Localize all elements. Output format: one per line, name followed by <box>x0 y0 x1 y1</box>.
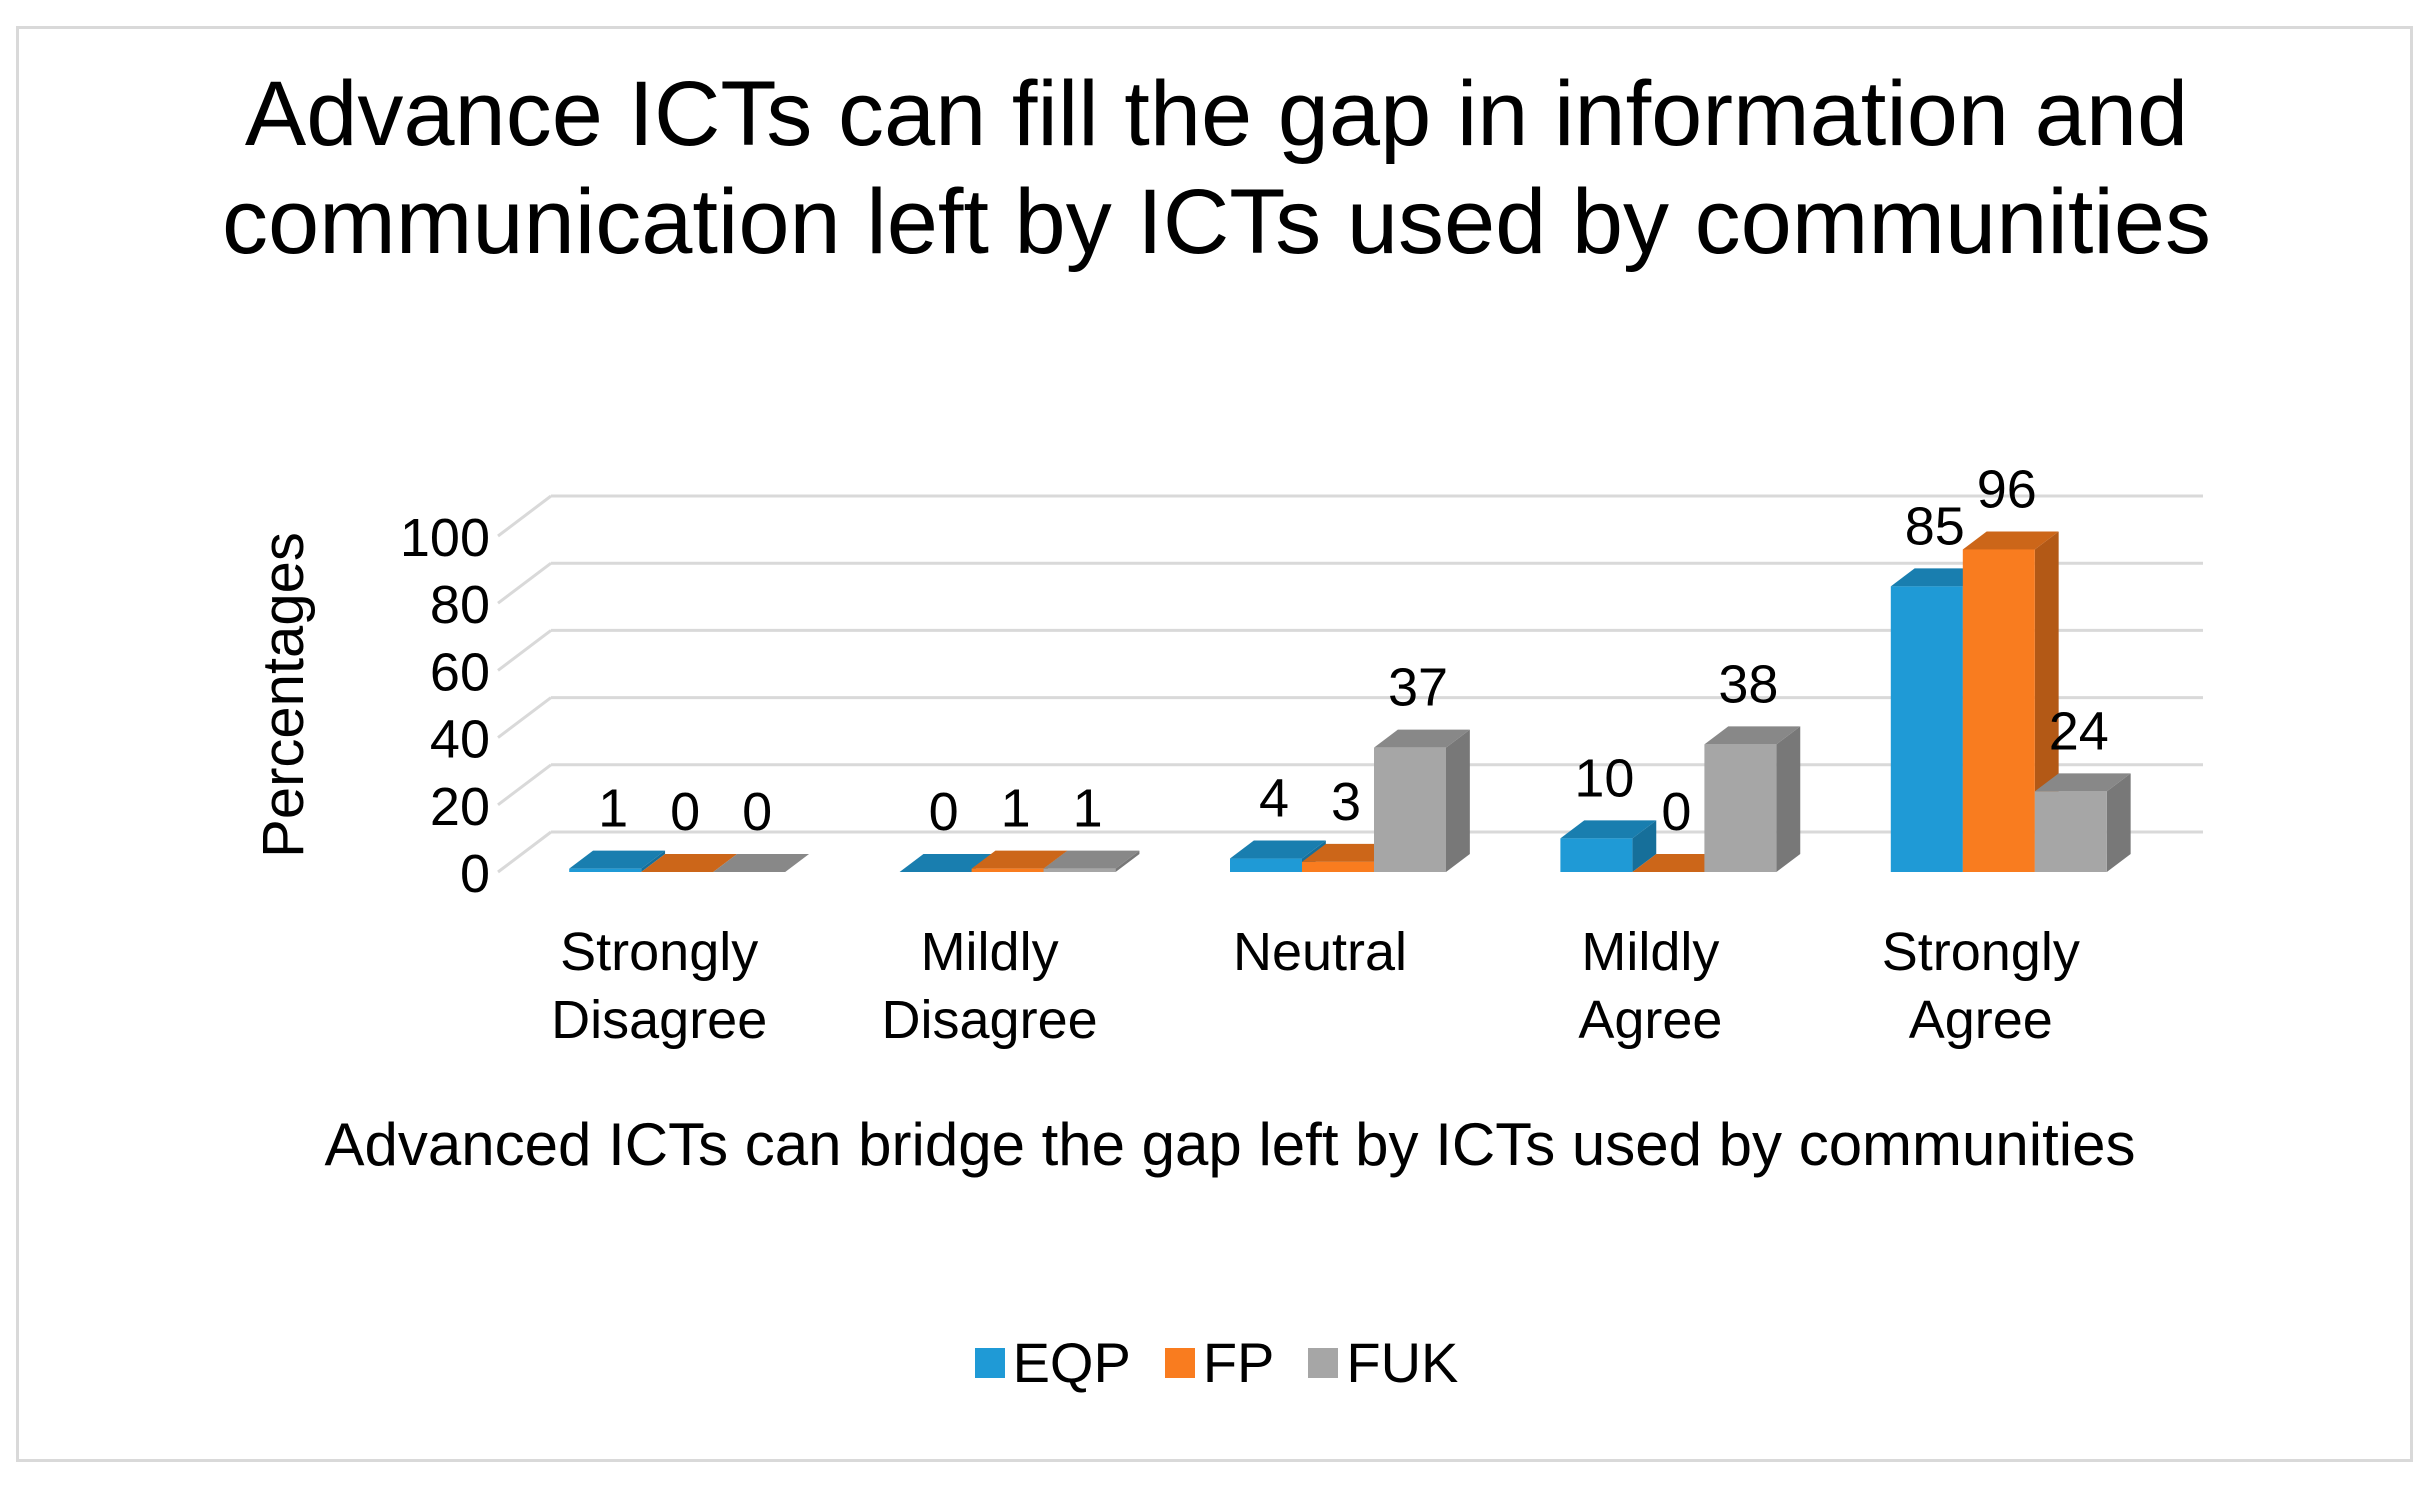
bar-top <box>971 850 1068 869</box>
gridline-depth <box>497 763 552 806</box>
data-label: 4 <box>1259 769 1289 829</box>
data-label: 1 <box>1001 779 1031 839</box>
bar-fuk <box>713 854 810 872</box>
bar-side <box>641 850 666 872</box>
bar-front <box>1962 549 2035 872</box>
bar-top <box>1890 568 1987 587</box>
gridline-depth <box>497 629 552 672</box>
legend-item-eqp: EQP <box>974 1330 1131 1395</box>
bar-top <box>1230 840 1326 859</box>
bar-eqp <box>899 854 996 872</box>
legend-item-fp: FP <box>1164 1330 1275 1395</box>
data-label: 37 <box>1388 658 1448 718</box>
bar-top <box>641 854 738 872</box>
x-tick-label: Strongly Agree <box>1882 922 2080 1050</box>
y-axis-title: Percentages <box>251 532 316 858</box>
x-tick-label: Neutral <box>1233 922 1407 982</box>
bar-front <box>1704 744 1777 872</box>
data-label: 0 <box>742 782 772 842</box>
bar-side <box>1446 729 1470 872</box>
bar-top <box>1632 854 1729 872</box>
chart-title: Advance ICTs can fill the gap in informa… <box>221 63 2211 273</box>
x-tick-label: Mildly Disagree <box>882 922 1098 1050</box>
legend-label: FP <box>1202 1331 1275 1394</box>
legend-swatch <box>1308 1347 1339 1378</box>
bar-front <box>1302 861 1374 872</box>
bar-top <box>713 854 810 872</box>
bar-front <box>2034 791 2107 872</box>
bar-eqp <box>1560 820 1657 872</box>
data-label: 1 <box>1073 779 1103 839</box>
y-tick-label: 60 <box>430 642 490 702</box>
bar-side <box>1632 820 1657 872</box>
data-label: 3 <box>1331 772 1361 832</box>
data-label: 10 <box>1574 748 1634 808</box>
y-tick-label: 40 <box>430 710 490 770</box>
gridline-depth <box>497 562 552 605</box>
x-tick-label: Mildly Agree <box>1578 922 1722 1050</box>
legend-label: EQP <box>1012 1331 1131 1394</box>
x-axis: Strongly Disagree Mildly Disagree Neutral Mil… <box>551 922 2080 1050</box>
bar-front <box>1890 586 1963 872</box>
bar-top <box>1560 820 1657 839</box>
gridline-depth <box>497 494 552 538</box>
data-label: 0 <box>1661 782 1691 842</box>
bar-side <box>1776 726 1801 872</box>
bar-top <box>1704 726 1801 745</box>
legend: EQP FP FUK <box>0 1330 2433 1395</box>
data-label: 96 <box>1977 459 2037 519</box>
data-label: 1 <box>598 779 628 839</box>
bar-fuk <box>1043 850 1140 872</box>
bar-fp <box>641 854 738 872</box>
y-tick-label: 100 <box>400 508 490 568</box>
legend-label: FUK <box>1346 1331 1459 1394</box>
bar-fuk <box>2034 773 2131 872</box>
bar-front <box>1560 838 1633 872</box>
data-label: 38 <box>1718 654 1778 714</box>
bar-top <box>1043 850 1140 869</box>
bar-side <box>1115 850 1140 872</box>
bar-top <box>2034 773 2131 792</box>
legend-swatch <box>974 1347 1005 1378</box>
bar-top <box>569 850 666 869</box>
bar-top <box>1374 729 1470 748</box>
gridline-depth <box>497 830 552 874</box>
y-tick-label: 80 <box>430 575 490 635</box>
data-label: 85 <box>1905 496 1965 556</box>
data-label: 24 <box>2049 701 2109 761</box>
y-axis: 0 20 40 60 80 100 <box>400 508 490 904</box>
data-label: 0 <box>670 782 700 842</box>
legend-item-fuk: FUK <box>1308 1330 1458 1395</box>
bar-front <box>1374 747 1446 872</box>
y-tick-label: 20 <box>430 777 490 837</box>
gridline-depth <box>497 696 552 739</box>
data-label: 0 <box>929 782 959 842</box>
bar-front <box>1230 858 1302 872</box>
bar-front <box>971 868 1044 872</box>
bar-eqp <box>569 850 666 872</box>
legend-swatch <box>1164 1347 1195 1378</box>
x-axis-title: Advanced ICTs can bridge the gap left by… <box>324 1111 2136 1178</box>
bar-front <box>1043 868 1116 872</box>
y-tick-label: 0 <box>460 844 490 904</box>
bars <box>569 531 2131 872</box>
bar-fuk <box>1704 726 1801 872</box>
bar-top <box>1302 843 1398 862</box>
bar-fp <box>1632 854 1729 872</box>
x-tick-label: Strongly Disagree <box>551 922 767 1050</box>
bar-front <box>569 868 642 872</box>
bar-top <box>899 854 996 872</box>
bar-top <box>1962 531 2059 550</box>
bar-side <box>2106 773 2131 872</box>
bar-fuk <box>1374 729 1470 872</box>
